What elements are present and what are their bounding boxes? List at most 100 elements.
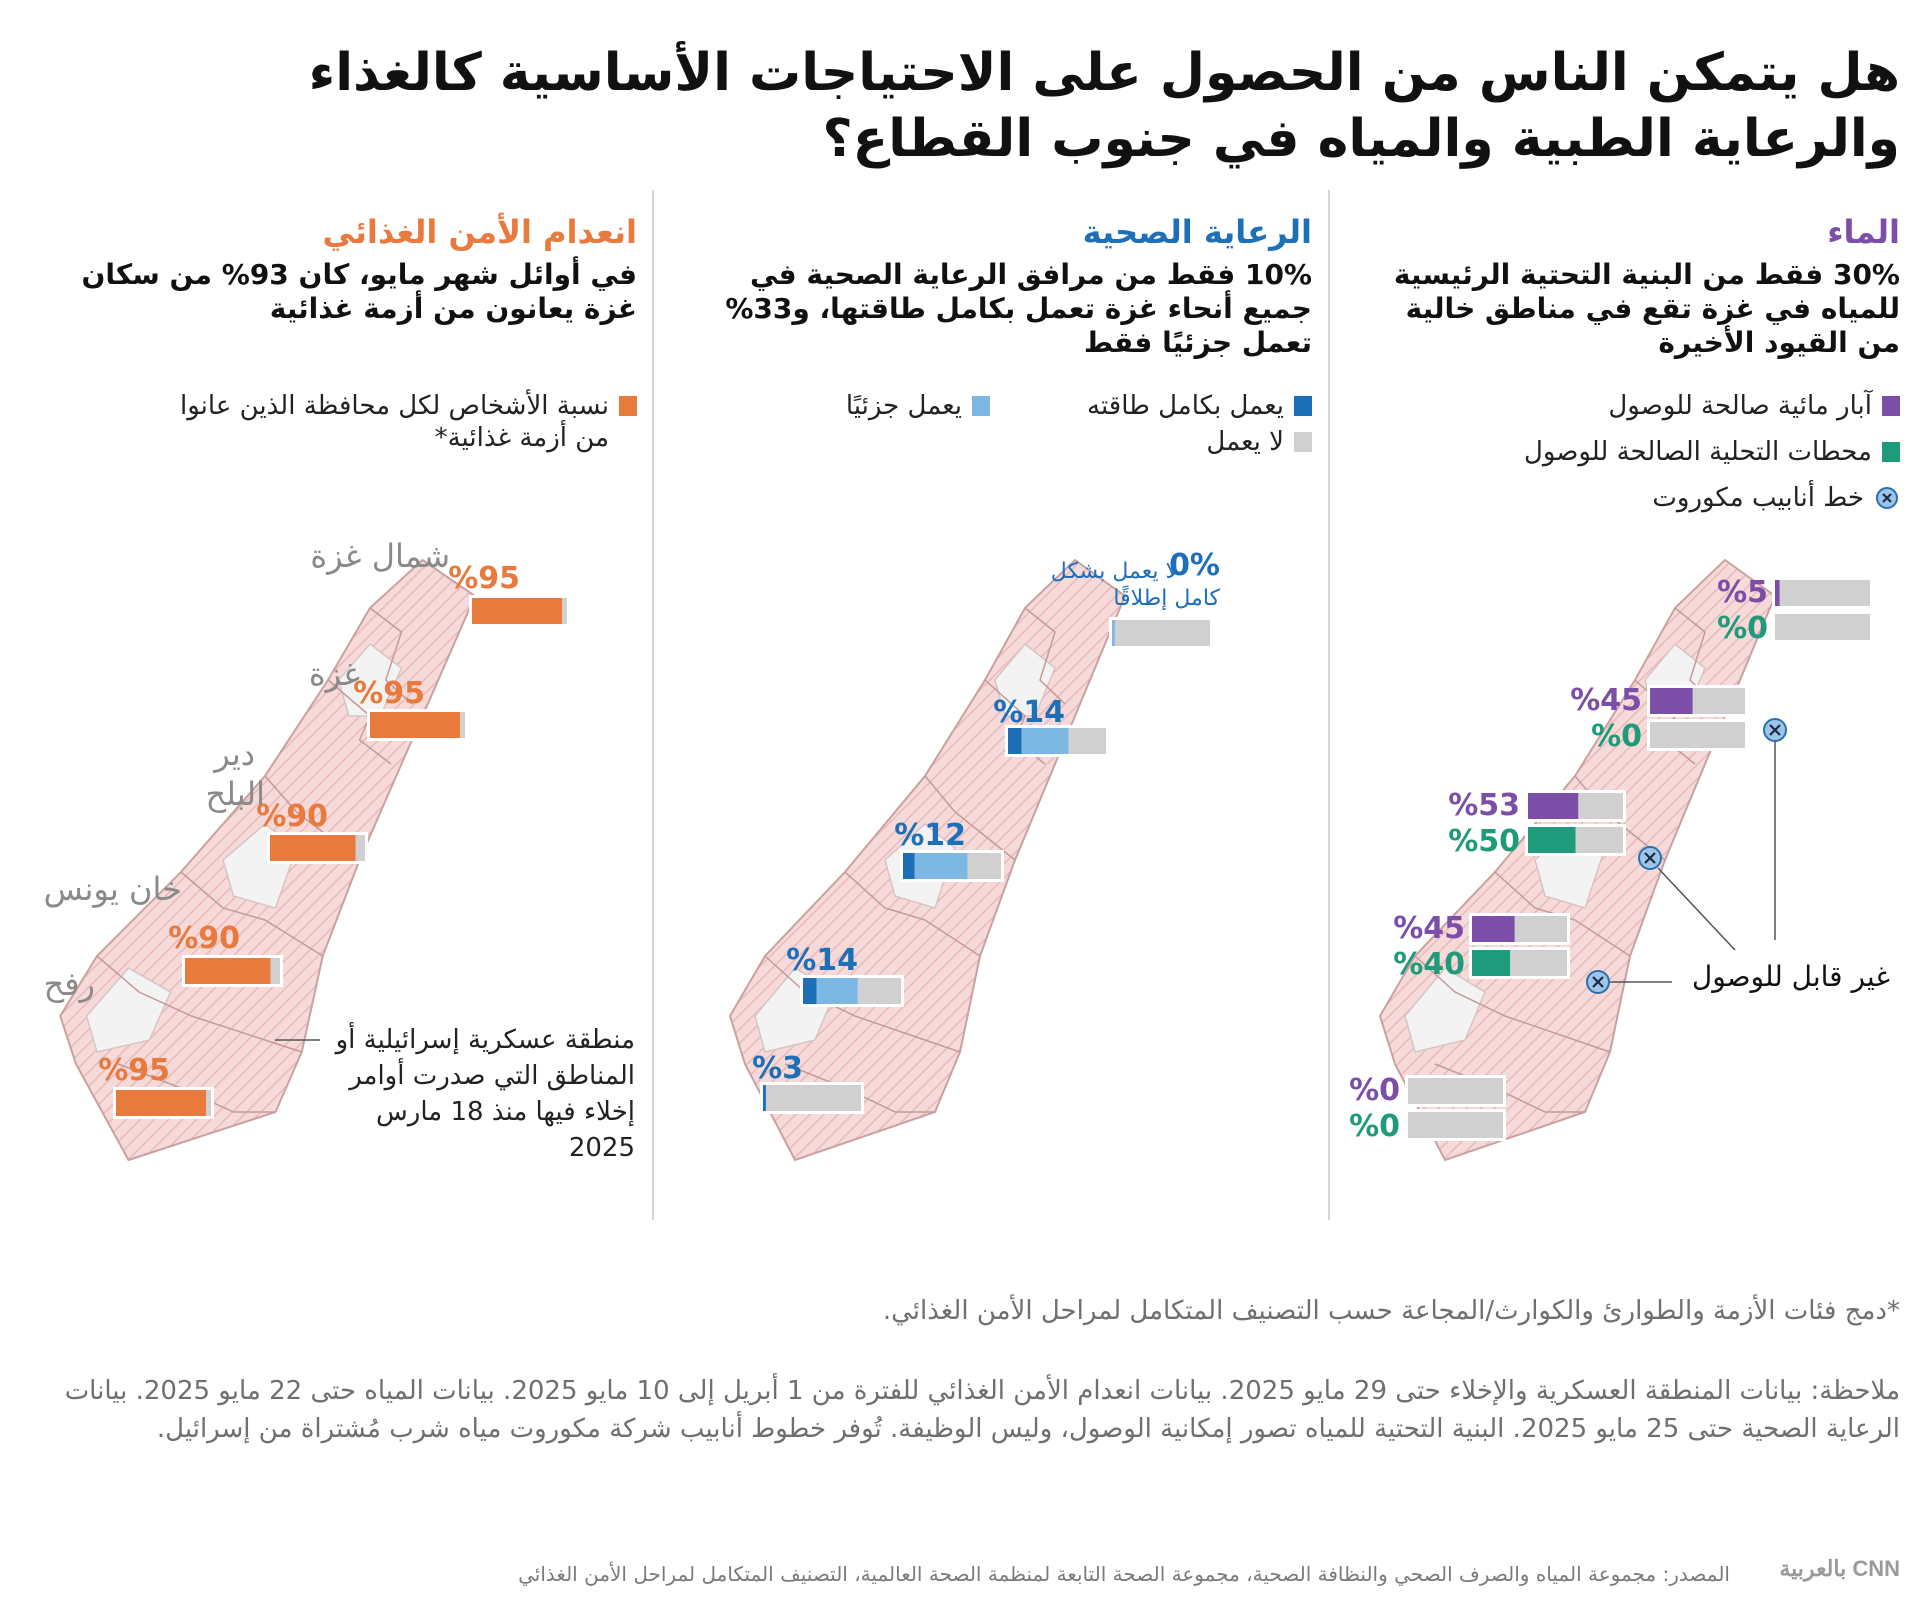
pipeline-icon (1763, 718, 1787, 742)
crisis-bar-fill (472, 598, 563, 624)
crisis-bar-fill (370, 712, 461, 738)
wells-bar-fill (1775, 580, 1780, 606)
desal-bar-rest (1408, 1112, 1503, 1138)
water-map (1378, 558, 1777, 1162)
food-value-label: %95 (98, 1053, 170, 1088)
full-legend-label: يعمل بكامل طاقته (1087, 391, 1284, 421)
full-bar-fill (763, 1085, 766, 1111)
health-heading: الرعاية الصحية (1082, 213, 1312, 251)
full-bar-fill (1008, 728, 1022, 754)
water-desal-bar (1525, 824, 1626, 856)
water-desal-bar (1772, 611, 1873, 643)
desal-value-label: %0 (1349, 1109, 1400, 1144)
region-deir-line2: البلح (205, 775, 265, 813)
map-unrestricted-area (994, 642, 1056, 717)
none-bar-fill (765, 1085, 861, 1111)
wells-bar-fill (1472, 916, 1515, 942)
food-heading: انعدام الأمن الغذائي (322, 213, 637, 251)
food-value-label: %90 (168, 921, 240, 956)
pipeline-legend-label: خط أنابيب مكوروت (1652, 483, 1864, 513)
map-unrestricted-area (85, 967, 172, 1053)
water-wells-bar (1405, 1075, 1506, 1107)
wells-bar-rest (1692, 688, 1745, 714)
wells-bar-fill (1528, 793, 1579, 819)
none-bar-fill (967, 853, 1001, 879)
health-value-label: %3 (752, 1051, 803, 1086)
crisis-bar-rest (355, 835, 365, 861)
inaccessible-leaders (1610, 742, 1776, 983)
health-legend-partial: يعمل جزئيًا (846, 390, 990, 422)
desal-value-label: %0 (1717, 611, 1768, 646)
wells-value-label: %53 (1448, 788, 1520, 823)
desal-bar-rest (1650, 722, 1745, 748)
wells-swatch (1882, 396, 1900, 416)
pipeline-icon (1876, 487, 1898, 509)
none-bar-fill (1068, 728, 1106, 754)
full-bar-fill (803, 978, 817, 1004)
partial-bar-fill (1112, 620, 1115, 646)
governorate-border (844, 871, 981, 957)
divider-left (652, 190, 654, 1220)
none-legend-label: لا يعمل (1206, 427, 1284, 457)
food-value-label: %90 (256, 799, 328, 834)
map-unrestricted-area (337, 642, 403, 717)
none-bar-fill (1114, 620, 1210, 646)
region-deir-line1: دير (212, 735, 255, 773)
wells-value-label: %5 (1717, 575, 1768, 610)
water-wells-bar (1772, 577, 1873, 609)
wells-bar-rest (1408, 1078, 1503, 1104)
region-rafah: رفح (44, 965, 95, 1003)
governorate-border (180, 871, 324, 957)
crisis-bar-rest (206, 1090, 211, 1116)
water-legend-desal: محطات التحلية الصالحة للوصول (1340, 436, 1900, 468)
none-bar-fill (857, 978, 901, 1004)
governorate-border (96, 955, 302, 1053)
health-bar (1109, 617, 1213, 649)
inaccessible-label: غير قابل للوصول (1692, 960, 1890, 993)
wells-value-label: %0 (1349, 1073, 1400, 1108)
water-subtitle: 30% فقط من البنية التحتية الرئيسية للميا… (1393, 258, 1900, 359)
health-legend-full: يعمل بكامل طاقته (1087, 390, 1312, 422)
crisis-bar-fill (116, 1090, 207, 1116)
crisis-legend-label: نسبة الأشخاص لكل محافظة الذين عانوا من أ… (180, 391, 609, 453)
food-bar (113, 1087, 214, 1119)
none-swatch (1294, 432, 1312, 452)
cnn-logo: CNN بالعربية (1779, 1556, 1900, 1581)
health-bar (1005, 725, 1109, 757)
desal-swatch (1882, 442, 1900, 462)
desal-bar-rest (1775, 614, 1870, 640)
water-legend-wells: آبار مائية صالحة للوصول (1340, 390, 1900, 422)
region-north-gaza: شمال غزة (310, 537, 450, 575)
page-title: هل يتمكن الناس من الحصول على الاحتياجات … (308, 43, 1900, 169)
full-bar-fill (903, 853, 915, 879)
crisis-bar-fill (185, 958, 271, 984)
health-value-label: 0% (1169, 548, 1220, 583)
wells-value-label: %45 (1570, 683, 1642, 718)
health-legend-none: لا يعمل (1206, 426, 1312, 458)
partial-legend-label: يعمل جزئيًا (845, 391, 962, 421)
water-legend-pipeline: خط أنابيب مكوروت (1340, 482, 1900, 514)
wells-bar-rest (1578, 793, 1623, 819)
health-bar (760, 1082, 864, 1114)
partial-bar-fill (1021, 728, 1069, 754)
crisis-bar-rest (460, 712, 465, 738)
water-heading: الماء (1827, 213, 1900, 251)
water-wells-bar (1525, 790, 1626, 822)
desal-bar-fill (1472, 950, 1510, 976)
health-bar (800, 975, 904, 1007)
region-khan-younis: خان يونس (44, 870, 182, 908)
health-value-label: %12 (894, 818, 966, 853)
region-gaza: غزة (309, 655, 360, 693)
note: ملاحظة: بيانات المنطقة العسكرية والإخلاء… (64, 1376, 1900, 1444)
zone-label: منطقة عسكرية إسرائيلية أو المناطق التي ص… (335, 1025, 635, 1163)
full-swatch (1294, 396, 1312, 416)
health-value-label: %14 (993, 695, 1065, 730)
health-north-note: لا يعمل بشكل كامل إطلاقًا (1051, 559, 1221, 611)
crisis-bar-rest (562, 598, 567, 624)
food-subtitle: في أوائل شهر مايو، كان 93% من سكان غزة ي… (81, 258, 638, 325)
food-bar (367, 709, 468, 741)
water-desal-bar (1647, 719, 1748, 751)
food-value-label: %95 (448, 561, 520, 596)
partial-bar-fill (816, 978, 858, 1004)
governorate-border (1414, 955, 1611, 1053)
